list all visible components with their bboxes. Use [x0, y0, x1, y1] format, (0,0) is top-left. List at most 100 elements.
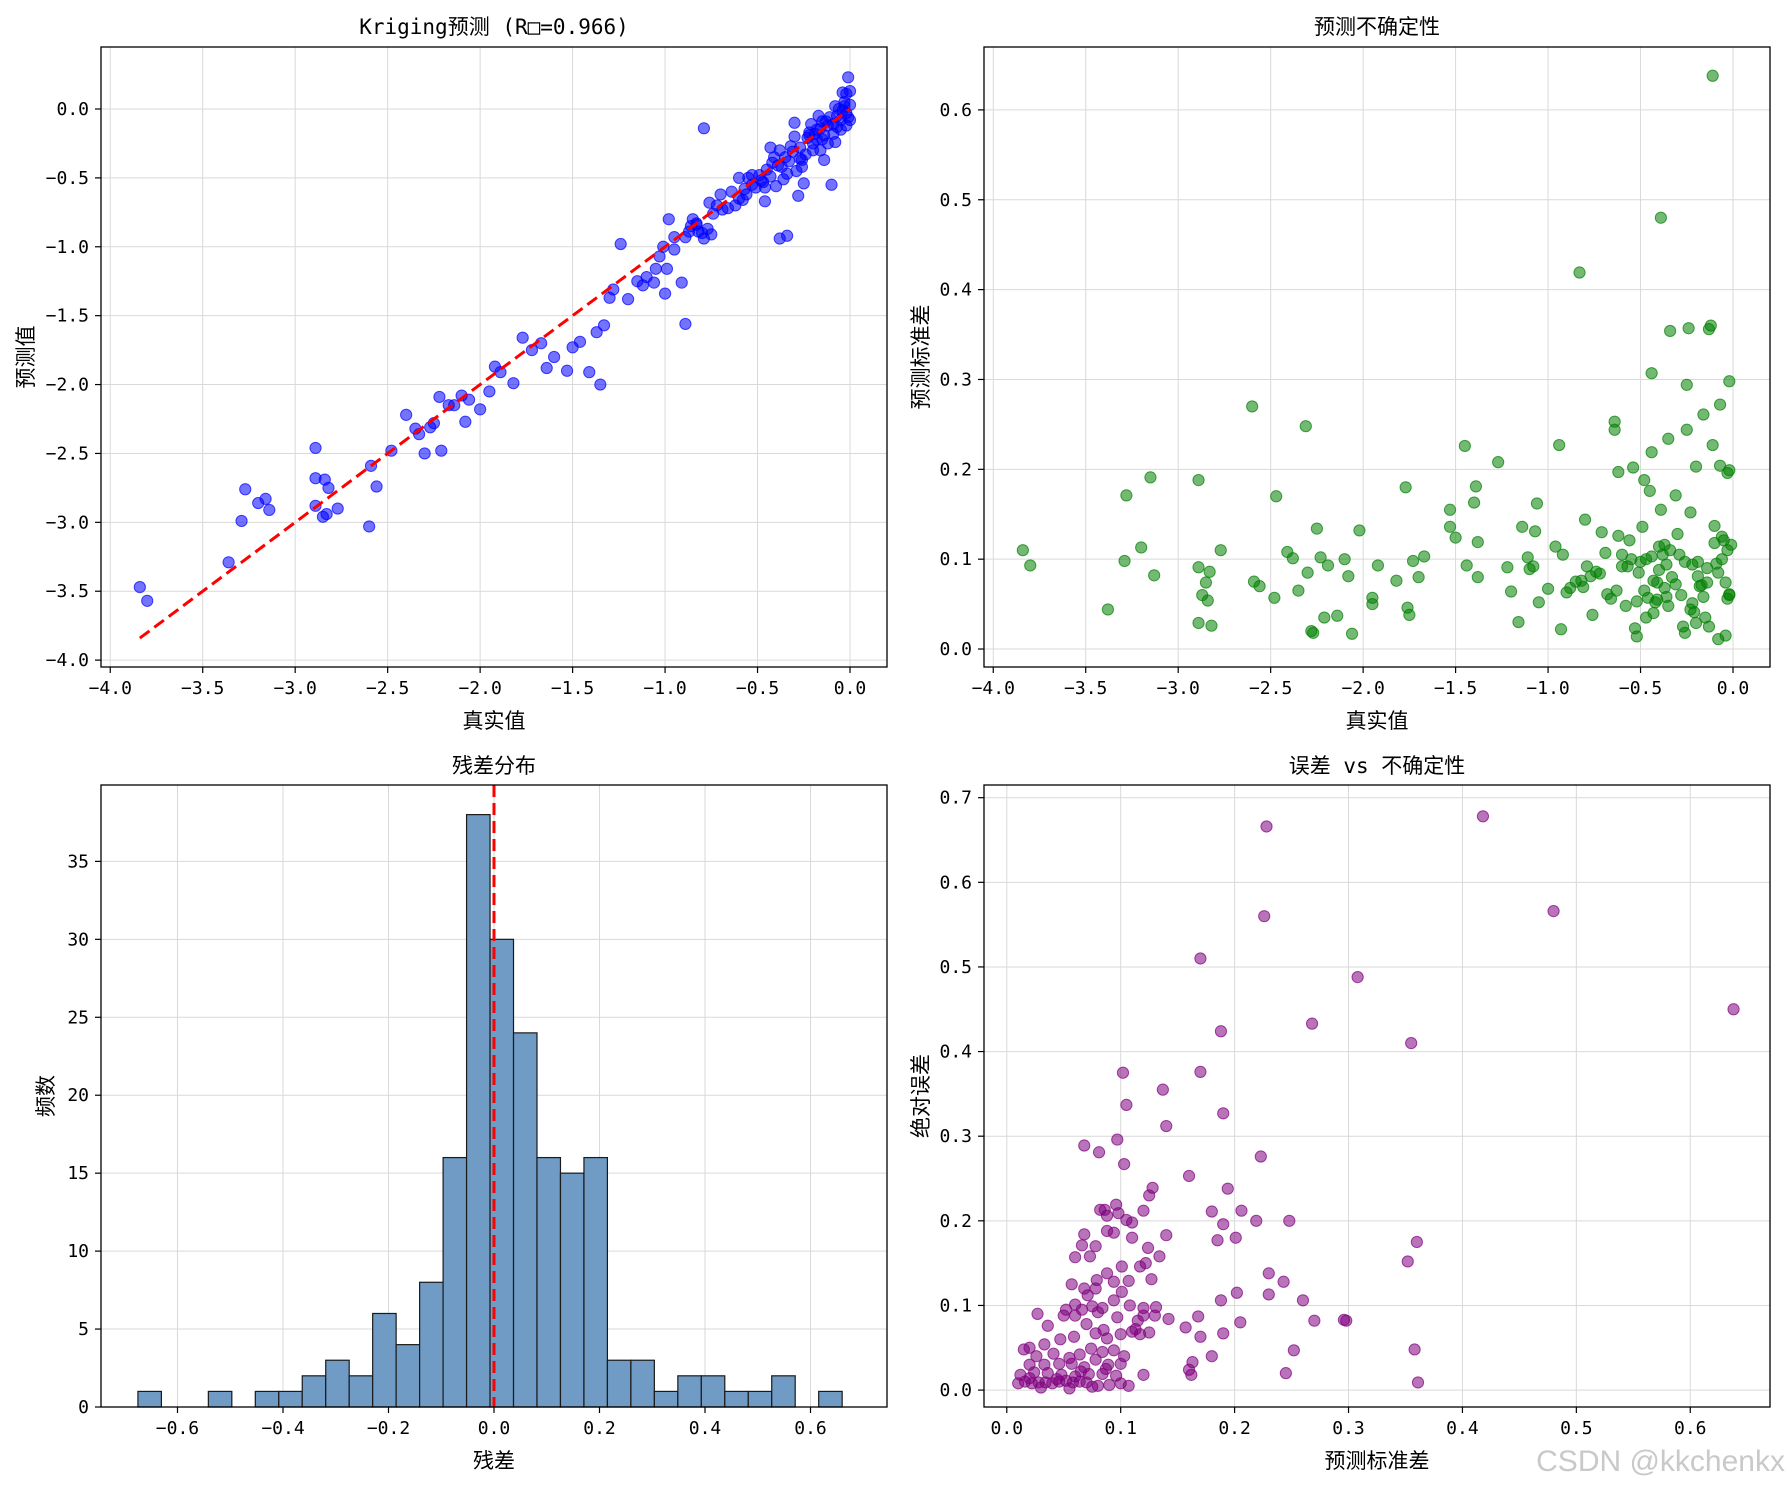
- chart-title: 预测不确定性: [1314, 15, 1440, 39]
- scatter-point: [583, 366, 596, 379]
- data-marks: [137, 785, 843, 1408]
- scatter-point: [1527, 560, 1540, 573]
- x-axis-label: 真实值: [463, 709, 526, 733]
- scatter-point: [649, 262, 662, 275]
- scatter-point: [1075, 1303, 1089, 1316]
- y-tick-label: −2.5: [46, 443, 89, 464]
- scatter-point: [1107, 1294, 1120, 1307]
- scatter-point: [1612, 465, 1625, 479]
- scatter-point: [263, 503, 276, 517]
- scatter-point: [1660, 558, 1673, 571]
- axis-ticks: −0.6 −0.4 −0.2 0.0 0.2 0.4 0.6 0 5 10 15 20 25 30 35: [67, 851, 826, 1439]
- scatter-point: [1654, 211, 1667, 224]
- scatter-point: [1214, 1294, 1228, 1307]
- scatter-point: [1286, 552, 1299, 565]
- panel-error-vs-uncertainty: 0.0 0.1 0.2 0.3 0.4 0.5 0.6 0.0 0.1 0.2 0.3 0.4 0.5 0…: [909, 754, 1771, 1473]
- scatter-point: [597, 319, 611, 332]
- histogram-bar: [137, 1390, 163, 1408]
- scatter-point: [1504, 585, 1518, 598]
- scatter-point: [1723, 588, 1736, 601]
- scatter-point: [1118, 554, 1131, 568]
- scatter-point: [658, 287, 672, 300]
- scatter-point: [1632, 566, 1645, 579]
- y-tick-label: 0.3: [939, 1126, 972, 1147]
- y-tick-label: 0.4: [939, 280, 972, 301]
- scatter-point: [1689, 460, 1703, 473]
- scatter-point: [1697, 408, 1710, 421]
- scatter-point: [821, 137, 834, 150]
- scatter-point: [462, 393, 476, 406]
- x-tick-label: −3.5: [181, 678, 224, 699]
- scatter-point: [1145, 1273, 1158, 1286]
- scatter-point: [1250, 1214, 1263, 1227]
- scatter-point: [1595, 526, 1608, 539]
- scatter-point: [1721, 544, 1734, 557]
- scatter-point: [1706, 69, 1719, 82]
- scatter-point: [1139, 1257, 1152, 1270]
- scatter-point: [1283, 1214, 1296, 1227]
- y-tick-label: 0: [78, 1397, 89, 1418]
- scatter-point: [222, 556, 235, 569]
- scatter-point: [1586, 608, 1599, 621]
- scatter-point: [818, 153, 831, 167]
- y-tick-label: 0.0: [56, 99, 89, 120]
- scatter-point: [1577, 580, 1590, 594]
- scatter-point: [1016, 544, 1029, 557]
- scatter-point: [1156, 1083, 1169, 1096]
- y-tick-label: −3.0: [46, 512, 89, 533]
- scatter-point: [1137, 1309, 1150, 1322]
- scatter-point: [1680, 378, 1693, 391]
- scatter-point: [1467, 496, 1481, 509]
- scatter-point: [507, 377, 520, 390]
- scatter-point: [1078, 1228, 1091, 1241]
- scatter-point: [1682, 322, 1695, 335]
- histogram-bar: [653, 1390, 679, 1408]
- scatter-point: [1099, 1362, 1112, 1376]
- scatter-point: [1521, 551, 1534, 564]
- axes-frame: [983, 46, 1771, 668]
- y-tick-label: −3.5: [46, 581, 89, 602]
- histogram-bar: [419, 1281, 444, 1408]
- scatter-point: [668, 243, 681, 256]
- scatter-point: [1573, 266, 1586, 279]
- scatter-point: [1541, 582, 1555, 595]
- histogram-bar: [818, 1390, 843, 1408]
- watermark-text: CSDN @kkchenkx: [1536, 1445, 1785, 1478]
- x-tick-label: −2.5: [1249, 678, 1292, 699]
- scatter-point: [1529, 525, 1542, 538]
- scatter-point: [1089, 1282, 1102, 1295]
- scatter-point: [1727, 1003, 1740, 1016]
- scatter-point: [1366, 598, 1379, 611]
- scatter-point: [636, 279, 649, 292]
- scatter-point: [1069, 1251, 1082, 1264]
- y-tick-label: 0.0: [939, 1380, 972, 1401]
- scatter-point: [1471, 536, 1484, 549]
- scatter-point: [1047, 1347, 1060, 1360]
- scatter-point: [1684, 506, 1697, 519]
- scatter-point: [433, 390, 446, 404]
- scatter-point: [1712, 566, 1725, 579]
- scatter-point: [1702, 620, 1716, 633]
- scatter-point: [614, 237, 627, 251]
- scatter-point: [1111, 1133, 1124, 1146]
- y-tick-label: −1.5: [46, 306, 89, 327]
- scatter-point: [1405, 1037, 1418, 1050]
- histogram-bar: [254, 1390, 280, 1408]
- scatter-point: [660, 262, 674, 275]
- histogram-bar: [207, 1390, 233, 1408]
- scatter-point: [1654, 503, 1667, 516]
- x-tick-label: −1.0: [643, 678, 686, 699]
- scatter-point: [1221, 1182, 1234, 1195]
- axes-frame: [100, 46, 888, 668]
- scatter-point: [1114, 1328, 1127, 1341]
- y-tick-label: −0.5: [46, 168, 89, 189]
- x-tick-label: 0.4: [689, 1418, 722, 1439]
- scatter-point: [1081, 1289, 1094, 1302]
- scatter-point: [1469, 480, 1483, 493]
- x-tick-label: 0.2: [1218, 1418, 1251, 1439]
- x-tick-label: −2.0: [1341, 678, 1384, 699]
- scatter-point: [792, 189, 805, 202]
- x-tick-label: 0.0: [991, 1418, 1024, 1439]
- scatter-point: [1114, 1357, 1127, 1370]
- scatter-point: [1144, 471, 1157, 484]
